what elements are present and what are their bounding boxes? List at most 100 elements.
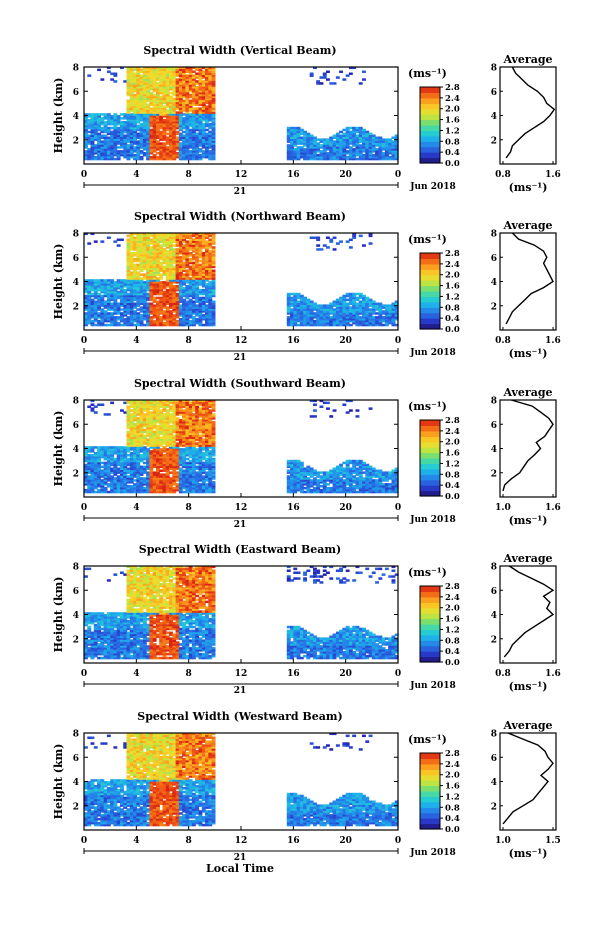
heatmap-cell — [172, 323, 177, 327]
heatmap-cell — [149, 82, 154, 85]
heatmap-cell — [87, 136, 92, 139]
heatmap-cell — [388, 144, 393, 147]
heatmap-cell — [175, 97, 180, 101]
heatmap-cell — [205, 74, 209, 77]
heatmap-cell — [149, 323, 154, 327]
heatmap-cell — [182, 321, 186, 325]
heatmap-cell — [84, 308, 88, 311]
heatmap-cell — [139, 99, 144, 103]
heatmap-cell — [384, 148, 389, 151]
heatmap-cell — [129, 68, 134, 72]
heatmap-cell — [201, 128, 206, 132]
heatmap-cell — [368, 321, 373, 325]
heatmap-cell — [195, 144, 200, 147]
heatmap-cell — [352, 304, 357, 307]
heatmap-cell — [84, 312, 88, 315]
heatmap-cell — [332, 318, 337, 321]
heatmap-cell — [146, 153, 150, 157]
heatmap-cell — [165, 99, 170, 103]
heatmap-cell — [103, 124, 108, 128]
heatmap-cell — [152, 292, 157, 296]
heatmap-cell — [345, 134, 350, 137]
heatmap-cell — [208, 321, 213, 325]
heatmap-cell — [110, 302, 115, 305]
heatmap-cell — [133, 316, 137, 319]
heatmap-cell — [159, 150, 164, 153]
heatmap-cell — [146, 93, 150, 97]
heatmap-cell — [195, 113, 200, 116]
heatmap-cell — [175, 304, 180, 307]
heatmap-cell — [195, 277, 200, 280]
colorbar-segment — [420, 152, 440, 159]
heatmap-cell — [378, 310, 383, 313]
heatmap-cell — [172, 99, 177, 103]
heatmap-cell — [326, 310, 330, 313]
heatmap-cell — [378, 150, 383, 153]
heatmap-cell — [156, 68, 160, 72]
heatmap-cell — [299, 146, 304, 149]
heatmap-cell — [299, 312, 304, 315]
heatmap-cell — [165, 308, 170, 311]
heatmap-cell — [185, 130, 190, 134]
heatmap-cell — [211, 134, 216, 137]
heatmap-cell — [182, 122, 186, 126]
heatmap-cell — [195, 321, 200, 325]
heatmap-cell — [348, 146, 353, 149]
heatmap-cell — [103, 306, 108, 309]
heatmap-cell — [195, 306, 200, 309]
heatmap-cell — [172, 308, 177, 311]
heatmap-cell — [195, 155, 200, 159]
heatmap-cell — [313, 316, 317, 319]
heatmap-cell — [156, 72, 160, 75]
heatmap-cell — [198, 312, 203, 315]
heatmap-cell — [172, 117, 177, 120]
heatmap-cell — [126, 138, 131, 141]
heatmap-cell — [178, 288, 183, 292]
heatmap-cell — [149, 146, 154, 149]
average-frame — [499, 232, 557, 331]
heatmap-cell — [175, 146, 180, 149]
heatmap-cell — [162, 128, 167, 132]
heatmap-cell — [339, 148, 343, 151]
heatmap-cell — [142, 153, 147, 157]
heatmap-cell — [175, 132, 180, 136]
heatmap-cell — [162, 111, 167, 114]
heatmap-cell — [198, 323, 203, 327]
heatmap-cell — [136, 115, 141, 118]
heatmap-cell — [352, 308, 357, 311]
heatmap-cell — [195, 308, 200, 311]
heatmap-cell — [313, 153, 317, 157]
heatmap-cell — [149, 101, 154, 105]
heatmap-cell — [195, 290, 200, 294]
heatmap-cell — [172, 82, 177, 85]
heatmap-cell — [129, 318, 134, 321]
heatmap-cell — [136, 89, 141, 93]
heatmap-cell — [169, 142, 173, 145]
heatmap-cell — [345, 144, 350, 147]
heatmap-cell — [123, 281, 128, 284]
heatmap-cell — [198, 76, 203, 79]
heatmap-cell — [381, 140, 386, 143]
heatmap-cell — [97, 287, 101, 290]
heatmap-cell — [172, 76, 177, 79]
heatmap-cell — [208, 136, 213, 139]
heatmap-cell — [208, 111, 213, 114]
heatmap-cell — [84, 142, 88, 145]
heatmap-cell — [182, 283, 186, 286]
heatmap-cell — [129, 150, 134, 153]
heatmap-cell — [152, 97, 157, 101]
heatmap-cell — [129, 74, 134, 77]
heatmap-cell — [201, 70, 206, 73]
heatmap-cell — [309, 153, 314, 157]
heatmap-cell — [129, 76, 134, 79]
heatmap-cell — [159, 86, 164, 89]
heatmap-cell — [362, 321, 366, 325]
heatmap-cell — [149, 157, 154, 161]
heatmap-cell — [182, 138, 186, 141]
heatmap-cell — [309, 136, 314, 139]
heatmap-cell — [345, 74, 350, 77]
heatmap-cell — [352, 316, 357, 319]
heatmap-cell — [188, 121, 193, 124]
heatmap-cell — [165, 66, 170, 70]
heatmap-cell — [303, 312, 307, 315]
